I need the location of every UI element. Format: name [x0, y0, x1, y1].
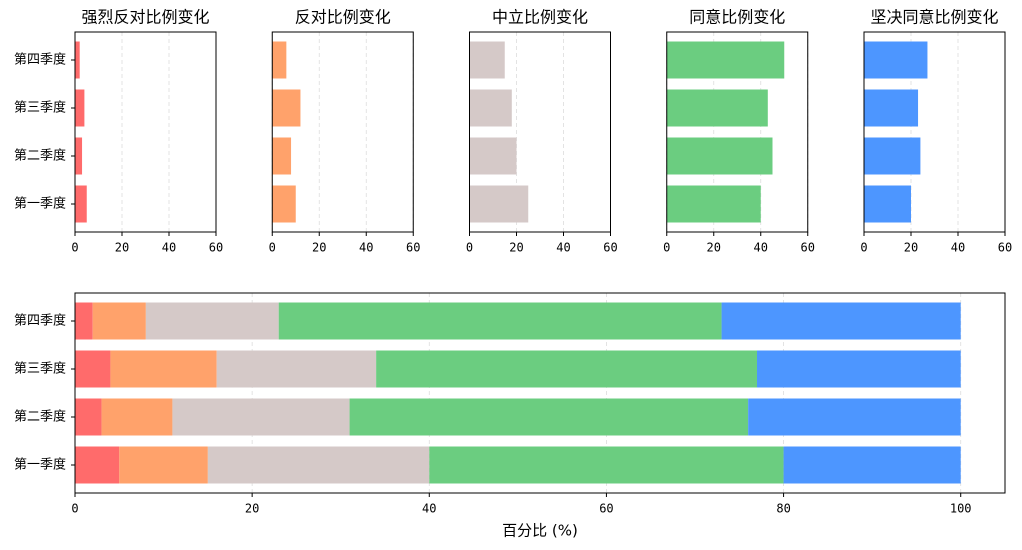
bar-segment	[207, 446, 430, 484]
x-tick-label: 40	[162, 241, 176, 255]
y-tick-label: 第四季度	[14, 52, 66, 68]
x-tick-label: 60	[801, 241, 815, 255]
bar	[469, 41, 505, 79]
y-tick-label: 第一季度	[14, 196, 66, 212]
bar-segment	[101, 398, 173, 436]
x-tick-label: 60	[998, 241, 1012, 255]
panel-title: 中立比例变化	[492, 8, 588, 27]
axes-frame	[666, 31, 809, 233]
x-tick-label: 20	[312, 241, 326, 255]
bar-segment	[75, 446, 120, 484]
bar	[864, 185, 911, 223]
x-tick-label: 0	[466, 241, 473, 255]
bar	[666, 89, 768, 127]
axes-frame	[863, 31, 1006, 233]
bar	[272, 89, 301, 127]
bar-segment	[92, 302, 146, 340]
x-tick-label: 60	[599, 502, 613, 516]
y-tick-label: 第四季度	[14, 313, 66, 329]
bar	[864, 137, 921, 175]
x-tick-label: 0	[71, 241, 78, 255]
x-tick-label: 80	[776, 502, 790, 516]
y-tick-label: 第三季度	[14, 100, 66, 116]
bar	[469, 89, 512, 127]
bar	[75, 41, 80, 79]
panel-title: 同意比例变化	[689, 8, 785, 27]
axes-frame	[271, 31, 414, 233]
bar	[864, 41, 928, 79]
bar-segment	[172, 398, 350, 436]
x-tick-label: 0	[269, 241, 276, 255]
bar	[272, 41, 287, 79]
bar-segment	[216, 350, 377, 388]
bar	[272, 185, 296, 223]
y-tick-label: 第一季度	[14, 457, 66, 473]
axes-frame	[74, 31, 217, 233]
bar-segment	[75, 350, 111, 388]
x-tick-label: 20	[245, 502, 259, 516]
y-tick-label: 第三季度	[14, 361, 66, 377]
y-tick-label: 第二季度	[14, 148, 66, 164]
x-tick-label: 20	[904, 241, 918, 255]
x-tick-label: 100	[950, 502, 972, 516]
x-tick-label: 40	[422, 502, 436, 516]
bar	[666, 185, 761, 223]
x-tick-label: 0	[663, 241, 670, 255]
bar	[666, 137, 773, 175]
x-tick-label: 40	[556, 241, 570, 255]
y-tick-label: 第二季度	[14, 409, 66, 425]
bar-segment	[145, 302, 279, 340]
x-tick-label: 40	[754, 241, 768, 255]
x-tick-label: 60	[603, 241, 617, 255]
panel-title: 强烈反对比例变化	[81, 8, 209, 27]
x-tick-label: 20	[509, 241, 523, 255]
bar-segment	[75, 302, 93, 340]
bar-segment	[429, 446, 784, 484]
axes-frame	[469, 31, 611, 233]
bar-segment	[75, 398, 102, 436]
panel-title: 反对比例变化	[295, 8, 391, 27]
x-tick-label: 60	[209, 241, 223, 255]
bar-segment	[278, 302, 722, 340]
bar	[469, 185, 529, 223]
x-tick-label: 20	[115, 241, 129, 255]
bar	[864, 89, 919, 127]
bar-segment	[110, 350, 217, 388]
panel-title: 坚决同意比例变化	[870, 8, 998, 27]
bar	[666, 41, 785, 79]
x-tick-label: 60	[406, 241, 420, 255]
bar-segment	[349, 398, 749, 436]
bar-segment	[757, 350, 961, 388]
bar-segment	[376, 350, 757, 388]
bar-segment	[721, 302, 961, 340]
bar	[75, 137, 83, 175]
bar-segment	[748, 398, 961, 436]
bar-segment	[783, 446, 961, 484]
bar	[272, 137, 292, 175]
bar-segment	[119, 446, 208, 484]
x-axis-label: 百分比 (%)	[502, 522, 578, 540]
x-tick-label: 40	[359, 241, 373, 255]
x-tick-label: 20	[707, 241, 721, 255]
bar	[469, 137, 517, 175]
axes-frame	[74, 292, 1006, 494]
x-tick-label: 0	[860, 241, 867, 255]
bar	[75, 89, 85, 127]
x-tick-label: 0	[71, 502, 78, 516]
x-tick-label: 40	[951, 241, 965, 255]
bar	[75, 185, 87, 223]
